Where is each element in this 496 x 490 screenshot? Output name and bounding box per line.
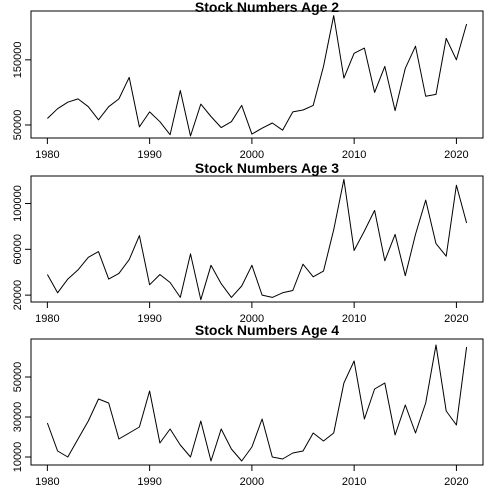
x-tick-label-3: 1990: [137, 476, 161, 485]
x-tick-label-1: 1980: [35, 149, 59, 161]
x-tick-label-3: 1980: [35, 476, 59, 485]
y-tick-label-3: 30000: [12, 402, 24, 433]
chart-title-3: Stock Numbers Age 4: [195, 322, 339, 338]
x-tick-label-3: 2000: [240, 476, 264, 485]
x-tick-label-3: 2020: [444, 476, 468, 485]
x-tick-label-2: 1980: [35, 313, 59, 325]
x-tick-label-1: 1990: [137, 149, 161, 161]
y-tick-label-1: 50000: [12, 110, 24, 141]
x-tick-label-1: 2010: [342, 149, 366, 161]
y-tick-label-3: 50000: [12, 362, 24, 393]
series-line-1-1: [47, 15, 468, 137]
x-tick-label-2: 2000: [240, 313, 264, 325]
series-line-2-1: [46, 178, 468, 301]
x-tick-label-2: 2010: [342, 313, 366, 325]
x-tick-label-3: 2010: [342, 476, 366, 485]
plot-frame-3: [30, 338, 484, 466]
y-tick-label-3: 10000: [12, 442, 24, 473]
y-tick-label-2: 20000: [12, 280, 24, 311]
x-tick-label-2: 2020: [444, 313, 468, 325]
x-tick-label-1: 2020: [444, 149, 468, 161]
plot-frame-2: [30, 175, 484, 303]
y-tick-label-2: 60000: [12, 234, 24, 265]
chart-title-2: Stock Numbers Age 3: [195, 160, 339, 176]
chart-title-1: Stock Numbers Age 2: [195, 0, 339, 15]
series-line-3-1: [46, 344, 468, 462]
plot-frame-1: [30, 10, 484, 139]
x-tick-label-1: 2000: [240, 149, 264, 161]
y-tick-label-1: 150000: [12, 41, 24, 78]
x-tick-label-2: 1990: [137, 313, 161, 325]
y-tick-label-2: 100000: [12, 185, 24, 222]
